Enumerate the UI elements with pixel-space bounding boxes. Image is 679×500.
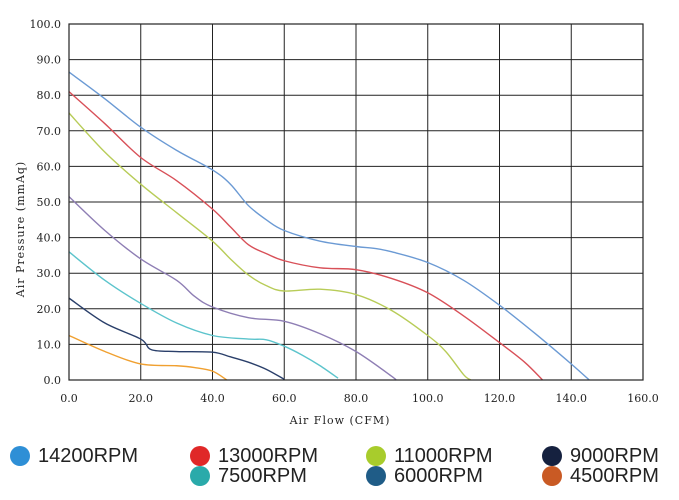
legend-label: 4500RPM [570,465,659,487]
legend-label: 7500RPM [218,465,307,487]
legend-label: 13000RPM [218,445,319,467]
plot-frame [68,23,644,381]
series-line-4500rpm [68,334,228,381]
legend-label: 9000RPM [570,445,659,467]
legend-item-7500rpm: 7500RPM [190,465,307,487]
y-tick-label: 50.0 [37,196,62,209]
series-lines [68,71,590,381]
y-axis-title: Air Pressure (mmAq) [14,161,27,298]
y-tick-label: 20.0 [37,303,62,316]
y-tick-label: 40.0 [37,232,62,245]
legend-item-14200rpm: 14200RPM [10,445,138,467]
chart-legend: 14200RPM 13000RPM 11000RPM 9000RPM 7500RPM 60… [0,440,679,500]
legend-label: 14200RPM [38,445,139,467]
series-line-7500rpm [68,251,339,379]
series-line-6000rpm [68,297,285,380]
legend-item-6000rpm: 6000RPM [366,465,483,487]
x-tick-label: 0.0 [60,392,78,405]
x-axis-title: Air Flow (CFM) [289,414,391,427]
y-tick-label: 10.0 [37,338,62,351]
legend-swatch-icon [366,466,386,486]
x-tick-label: 120.0 [484,392,516,405]
legend-swatch-icon [542,466,562,486]
legend-swatch-icon [190,466,210,486]
series-line-14200rpm [68,71,590,381]
legend-label: 11000RPM [394,445,493,467]
legend-item-13000rpm: 13000RPM [190,445,318,467]
x-tick-label: 160.0 [627,392,659,405]
y-tick-label: 60.0 [37,160,62,173]
legend-label: 6000RPM [394,465,483,487]
y-tick-labels: 0.0 10.0 20.0 30.0 40.0 50.0 60.0 70.0 80.0 90.0 1… [30,18,62,387]
legend-swatch-icon [10,446,30,466]
chart-canvas: 0.0 20.0 40.0 60.0 80.0 100.0 120.0 140.0 160.0 … [14,18,659,427]
x-tick-label: 80.0 [344,392,369,405]
y-tick-label: 0.0 [44,374,62,387]
legend-swatch-icon [542,446,562,466]
y-tick-label: 30.0 [37,267,62,280]
legend-swatch-icon [366,446,386,466]
x-tick-label: 60.0 [272,392,297,405]
series-line-11000rpm [68,112,472,381]
legend-item-9000rpm: 9000RPM [542,445,659,467]
x-tick-label: 100.0 [412,392,444,405]
y-tick-label: 100.0 [30,18,62,31]
legend-item-11000rpm: 11000RPM [366,445,493,467]
legend-swatch-icon [190,446,210,466]
x-tick-label: 140.0 [556,392,588,405]
series-line-9000rpm [68,196,397,381]
y-tick-label: 90.0 [37,54,62,67]
chart-grid [68,23,644,381]
x-tick-label: 20.0 [129,392,154,405]
y-tick-label: 80.0 [37,89,62,102]
y-tick-label: 70.0 [37,125,62,138]
legend-item-4500rpm: 4500RPM [542,465,659,487]
x-tick-labels: 0.0 20.0 40.0 60.0 80.0 100.0 120.0 140.0 160.0 [60,392,659,405]
series-line-13000rpm [68,91,544,381]
x-tick-label: 40.0 [200,392,225,405]
